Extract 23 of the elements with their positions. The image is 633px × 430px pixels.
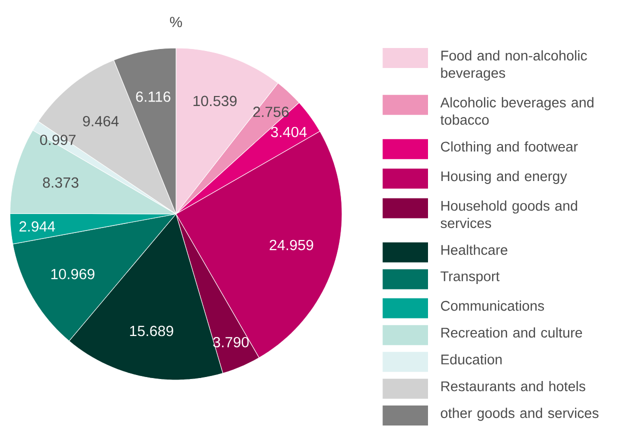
legend-label: Communications <box>440 300 544 311</box>
legend-label: Alcoholic beverages and tobacco <box>440 97 594 125</box>
data-label: 15.689 <box>130 326 174 336</box>
legend-label: other goods and services <box>440 408 598 421</box>
data-label: 3.404 <box>271 126 307 138</box>
data-label: 8.373 <box>42 177 78 188</box>
legend-label: Clothing and footwear <box>440 141 578 154</box>
data-label: 24.959 <box>270 240 314 250</box>
legend-label: Restaurants and hotels <box>441 380 586 392</box>
legend-label: Recreation and culture <box>441 327 582 338</box>
legend-label: Transport <box>440 271 500 284</box>
legend-label: Household goods and services <box>440 200 578 228</box>
legend-label: Housing and energy <box>441 170 568 184</box>
legend-label: Education <box>441 354 502 364</box>
chart-title: % <box>170 16 182 28</box>
legend-label: Healthcare <box>441 244 508 255</box>
data-label: 0.997 <box>40 134 76 146</box>
data-label: 9.464 <box>83 116 119 126</box>
legend-label: Food and non-alcoholic beverages <box>441 50 587 81</box>
data-label: 10.539 <box>194 96 237 106</box>
data-label: 10.969 <box>51 268 94 280</box>
data-label: 2.944 <box>20 221 56 232</box>
data-label: 6.116 <box>136 91 170 102</box>
